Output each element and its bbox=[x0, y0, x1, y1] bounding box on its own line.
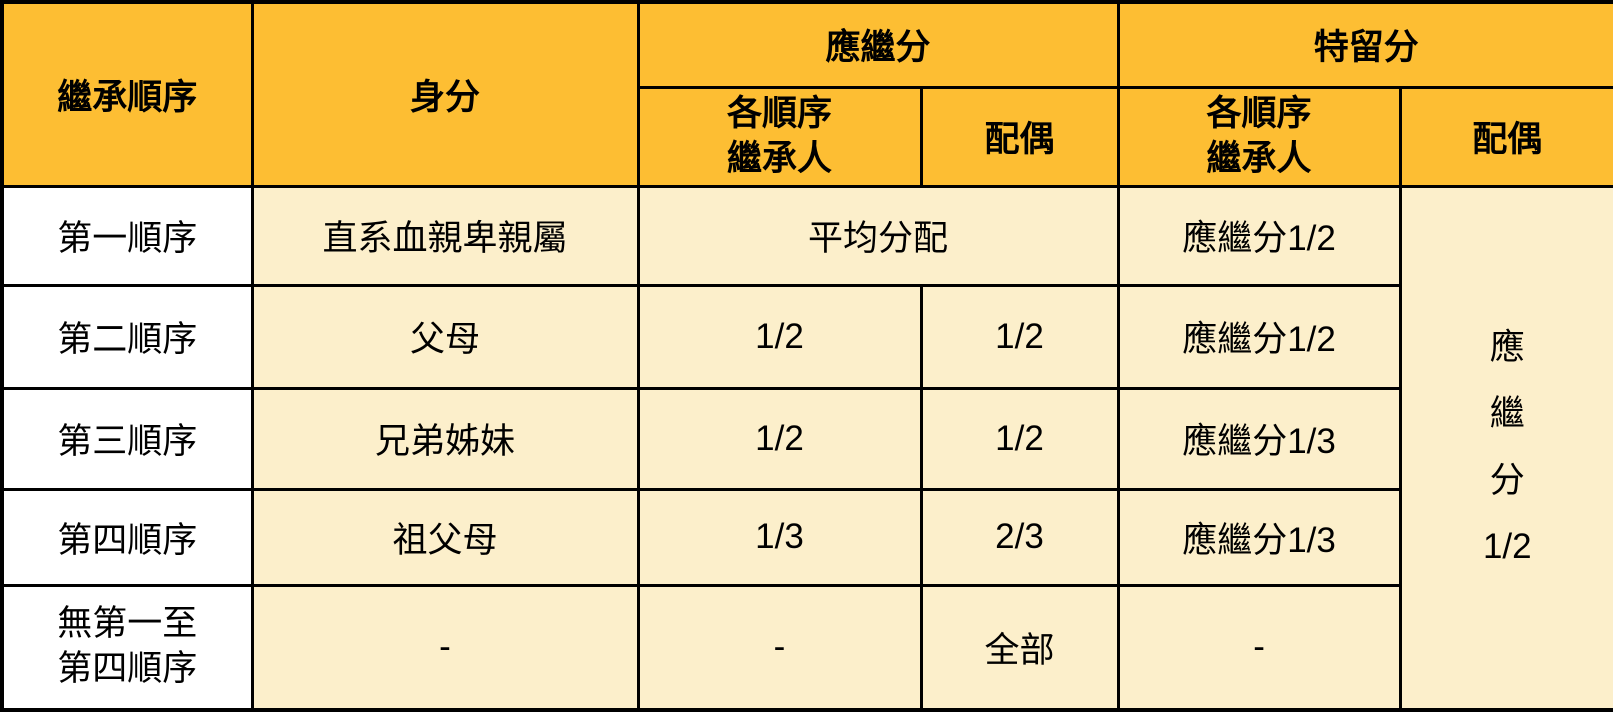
header-identity: 身分 bbox=[250, 0, 640, 188]
table-row-fourth-order: 第四順序 祖父母 1/3 2/3 應繼分1/3 bbox=[0, 487, 1613, 587]
cell-statutory-spouse: 1/2 bbox=[919, 386, 1120, 491]
header-statutory-heirs: 各順序 繼承人 bbox=[636, 85, 923, 188]
cell-statutory-spouse: 1/2 bbox=[919, 283, 1120, 390]
cell-identity: 直系血親卑親屬 bbox=[250, 184, 640, 287]
table-row-second-order: 第二順序 父母 1/2 1/2 應繼分1/2 bbox=[0, 283, 1613, 390]
header-statutory-heirs-label: 各順序 繼承人 bbox=[726, 93, 832, 178]
cell-order: 第四順序 bbox=[0, 487, 254, 587]
table-row-third-order: 第三順序 兄弟姊妹 1/2 1/2 應繼分1/3 bbox=[0, 386, 1613, 491]
header-row-sub: 各順序 繼承人 配偶 各順序 繼承人 配偶 bbox=[2, 85, 1613, 188]
cell-identity: 祖父母 bbox=[250, 487, 640, 587]
cell-statutory-heirs: 1/2 bbox=[636, 283, 923, 390]
cell-reserved-heirs: 應繼分1/3 bbox=[1116, 487, 1402, 587]
header-group-reserved-share: 特留分 bbox=[1116, 0, 1613, 89]
cell-identity: 父母 bbox=[250, 283, 640, 390]
header-reserved-heirs-label: 各順序 繼承人 bbox=[1206, 93, 1312, 178]
cell-reserved-heirs: - bbox=[1116, 583, 1402, 712]
cell-statutory-spouse: 全部 bbox=[919, 583, 1120, 712]
cell-reserved-heirs: 應繼分1/2 bbox=[1116, 283, 1402, 390]
cell-order: 第三順序 bbox=[0, 386, 254, 491]
cell-reserved-heirs: 應繼分1/3 bbox=[1116, 386, 1402, 491]
cell-statutory-spouse: 2/3 bbox=[919, 487, 1120, 587]
reserved-spouse-vertical-text: 應 繼 分 1/2 bbox=[1482, 327, 1532, 567]
cell-identity: - bbox=[250, 583, 640, 712]
cell-order: 無第一至 第四順序 bbox=[0, 583, 254, 712]
header-reserved-heirs: 各順序 繼承人 bbox=[1116, 85, 1402, 188]
header-group-statutory-share: 應繼分 bbox=[636, 0, 1120, 89]
cell-order: 第二順序 bbox=[0, 283, 254, 390]
header-row-groups: 繼承順序 身分 應繼分 特留分 bbox=[0, 0, 1613, 188]
table-row-first-order: 第一順序 直系血親卑親屬 平均分配 應繼分1/2 應 繼 分 1/2 bbox=[0, 184, 1613, 712]
cell-order: 第一順序 bbox=[0, 184, 254, 287]
cell-reserved-heirs: 應繼分1/2 bbox=[1116, 184, 1402, 287]
table-row-no-order: 無第一至 第四順序 - - 全部 - bbox=[0, 583, 1613, 712]
header-reserved-spouse: 配偶 bbox=[1398, 85, 1613, 188]
cell-statutory-merged: 平均分配 bbox=[636, 184, 1120, 287]
header-statutory-spouse: 配偶 bbox=[919, 85, 1120, 188]
header-inheritance-order: 繼承順序 bbox=[0, 0, 254, 188]
cell-statutory-heirs: 1/3 bbox=[636, 487, 923, 587]
cell-order-two-line: 無第一至 第四順序 bbox=[57, 604, 198, 689]
cell-statutory-heirs: 1/2 bbox=[636, 386, 923, 491]
cell-reserved-spouse-merged: 應 繼 分 1/2 bbox=[1398, 184, 1613, 712]
cell-statutory-heirs: - bbox=[636, 583, 923, 712]
cell-identity: 兄弟姊妹 bbox=[250, 386, 640, 491]
